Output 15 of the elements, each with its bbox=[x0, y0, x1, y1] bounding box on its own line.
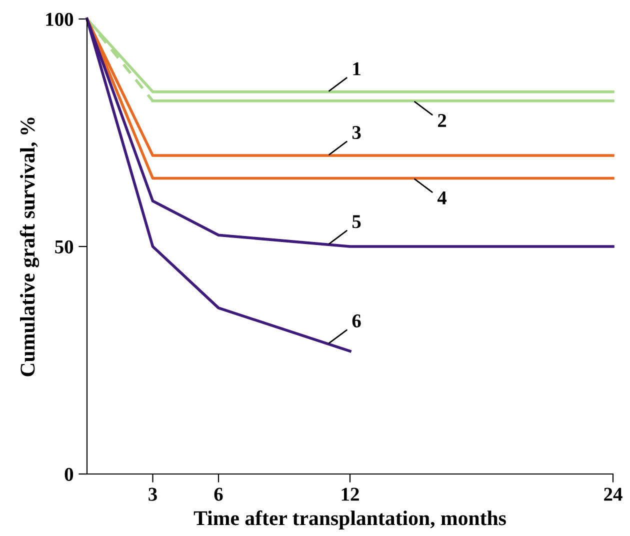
x-axis-title: Time after transplantation, months bbox=[194, 510, 506, 530]
x-tick-label: 12 bbox=[342, 488, 359, 501]
series-label: 3 bbox=[352, 126, 361, 140]
x-tick-label: 24 bbox=[604, 488, 622, 501]
series-label: 1 bbox=[353, 62, 360, 76]
y-tick-label: 50 bbox=[55, 240, 74, 254]
series-label: 2 bbox=[438, 114, 446, 127]
series-label: 5 bbox=[352, 215, 361, 228]
y-tick-label: 0 bbox=[64, 468, 74, 481]
series-label: 6 bbox=[352, 314, 361, 328]
x-tick-label: 6 bbox=[214, 488, 223, 501]
y-tick-label: 100 bbox=[46, 12, 74, 26]
y-axis-title: Cumulative graft survival, % bbox=[20, 118, 40, 376]
series-label: 4 bbox=[437, 191, 447, 204]
x-tick-label: 3 bbox=[148, 488, 157, 501]
